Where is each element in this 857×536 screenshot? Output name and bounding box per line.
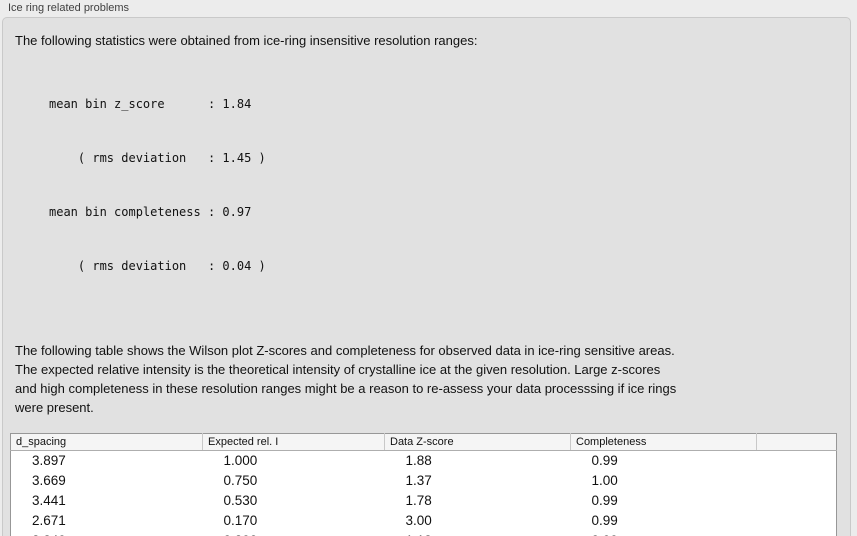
cell-d-spacing[interactable]: 2.671 <box>32 513 66 528</box>
table-row[interactable]: 3.441 0.530 1.78 0.99 <box>11 491 837 511</box>
cell-data-z-score[interactable]: 1.78 <box>405 493 432 508</box>
stat-line: mean bin completeness : 0.97 <box>49 205 252 219</box>
cell-expected-rel-i[interactable]: 0.750 <box>223 473 258 488</box>
cell-expected-rel-i[interactable]: 1.000 <box>223 453 258 469</box>
column-header-empty <box>756 433 837 451</box>
table-row[interactable]: 2.249 0.390 1.13 0.99 <box>11 531 837 536</box>
stat-line: ( rms deviation : 0.04 ) <box>49 259 266 273</box>
table-header-row: d_spacing Expected rel. I Data Z-score C… <box>10 433 837 451</box>
cell-d-spacing[interactable]: 3.669 <box>32 473 66 488</box>
table-row[interactable]: 3.669 0.750 1.37 1.00 <box>11 471 837 491</box>
table-row[interactable]: 3.897 1.000 1.88 0.99 <box>11 451 837 471</box>
cell-completeness[interactable]: 0.99 <box>591 493 618 508</box>
cell-empty <box>757 491 837 511</box>
cell-d-spacing[interactable]: 3.897 <box>32 453 66 469</box>
cell-completeness[interactable]: 0.99 <box>591 513 618 528</box>
statistics-block: mean bin z_score : 1.84 ( rms deviation … <box>49 59 850 311</box>
column-header-d-spacing[interactable]: d_spacing <box>10 433 203 451</box>
column-header-expected-rel-i[interactable]: Expected rel. I <box>202 433 385 451</box>
cell-completeness[interactable]: 0.99 <box>591 453 618 469</box>
cell-expected-rel-i[interactable]: 0.170 <box>223 513 258 528</box>
ice-ring-panel: The following statistics were obtained f… <box>2 17 851 536</box>
ice-ring-table: d_spacing Expected rel. I Data Z-score C… <box>10 433 837 536</box>
column-header-completeness[interactable]: Completeness <box>570 433 757 451</box>
cell-expected-rel-i[interactable]: 0.390 <box>203 531 385 536</box>
cell-completeness[interactable]: 0.99 <box>571 531 757 536</box>
intro-text: The following statistics were obtained f… <box>15 33 478 48</box>
cell-d-spacing[interactable]: 3.441 <box>32 493 66 508</box>
cell-data-z-score[interactable]: 1.88 <box>405 453 432 469</box>
table-description: The following table shows the Wilson plo… <box>15 341 840 417</box>
cell-data-z-score[interactable]: 3.00 <box>405 513 432 528</box>
stat-line: ( rms deviation : 1.45 ) <box>49 151 266 165</box>
description-line: The expected relative intensity is the t… <box>15 362 661 377</box>
cell-expected-rel-i[interactable]: 0.530 <box>223 493 258 508</box>
cell-empty <box>757 451 837 471</box>
stat-line: mean bin z_score : 1.84 <box>49 97 252 111</box>
cell-completeness[interactable]: 1.00 <box>591 473 618 488</box>
cell-data-z-score[interactable]: 1.13 <box>385 531 571 536</box>
description-line: The following table shows the Wilson plo… <box>15 343 675 358</box>
cell-d-spacing[interactable]: 2.249 <box>11 531 203 536</box>
table-row[interactable]: 2.671 0.170 3.00 0.99 <box>11 511 837 531</box>
description-line: were present. <box>15 400 94 415</box>
cell-data-z-score[interactable]: 1.37 <box>405 473 432 488</box>
description-line: and high completeness in these resolutio… <box>15 381 677 396</box>
cell-empty <box>757 471 837 491</box>
cell-empty <box>757 511 837 531</box>
cell-empty <box>757 531 837 536</box>
column-header-data-z-score[interactable]: Data Z-score <box>384 433 571 451</box>
panel-title: Ice ring related problems <box>8 2 130 14</box>
